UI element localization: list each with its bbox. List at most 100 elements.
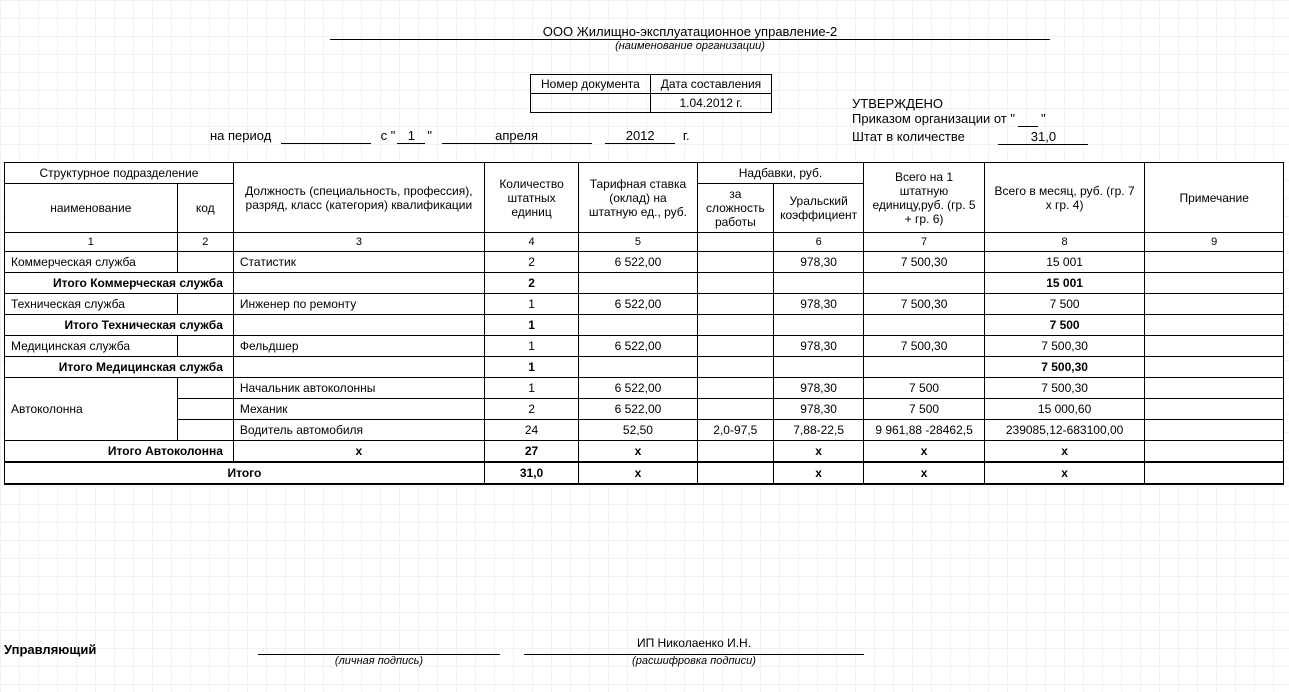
colnum: 1 bbox=[5, 233, 178, 252]
table-row: Итого Коммерческая служба215 001 bbox=[5, 273, 1284, 294]
grand-total-label: Итого bbox=[5, 462, 485, 484]
doc-number-box: Номер документа Дата составления 1.04.20… bbox=[530, 74, 772, 113]
cell-unit: 7 500,30 bbox=[864, 252, 984, 273]
subtotal-label: Итого Техническая служба bbox=[5, 315, 234, 336]
cell-qty: 1 bbox=[484, 378, 578, 399]
cell-note bbox=[1145, 462, 1284, 484]
th-add1: за сложность работы bbox=[697, 184, 773, 233]
colnum: 8 bbox=[984, 233, 1145, 252]
cell-position bbox=[233, 315, 484, 336]
cell-code bbox=[177, 399, 233, 420]
cell-qty: 1 bbox=[484, 315, 578, 336]
cell-add1 bbox=[697, 252, 773, 273]
cell-unit: x bbox=[864, 462, 984, 484]
th-unit: Всего на 1 штатную единицу,руб. (гр. 5 +… bbox=[864, 163, 984, 233]
cell-add1 bbox=[697, 336, 773, 357]
cell-month: 7 500,30 bbox=[984, 357, 1145, 378]
colnum: 5 bbox=[579, 233, 697, 252]
approve-line1-a: Приказом организации от " bbox=[852, 111, 1015, 126]
table-row: Итого Техническая служба 1 7 500 bbox=[5, 315, 1284, 336]
cell-rate bbox=[579, 357, 697, 378]
cell-note bbox=[1145, 336, 1284, 357]
cell-add2: 978,30 bbox=[773, 399, 863, 420]
cell-code bbox=[177, 420, 233, 441]
cell-rate bbox=[579, 273, 697, 294]
cell-add1 bbox=[697, 378, 773, 399]
cell-unit: 7 500,30 bbox=[864, 294, 984, 315]
table-row: Техническая служба Инженер по ремонту16 5… bbox=[5, 294, 1284, 315]
cell-month: 15 001 bbox=[984, 252, 1145, 273]
period-label: на период bbox=[210, 128, 271, 143]
cell-add2: x bbox=[773, 441, 863, 463]
cell-month: 15 001 bbox=[984, 273, 1145, 294]
org-name: ООО Жилищно-эксплуатационное управление-… bbox=[330, 24, 1050, 40]
table-body: Коммерческая службаСтатистик26 522,00978… bbox=[5, 252, 1284, 485]
cell-position: Статистик bbox=[233, 252, 484, 273]
cell-add2 bbox=[773, 273, 863, 294]
table-row: Итого Автоколоннаx27xxxx bbox=[5, 441, 1284, 463]
cell-rate: x bbox=[579, 462, 697, 484]
table-header: Структурное подразделение Должность (спе… bbox=[5, 163, 1284, 252]
cell-qty: 27 bbox=[484, 441, 578, 463]
sign-caption-1: (личная подпись) bbox=[258, 654, 500, 667]
th-struct: Структурное подразделение bbox=[5, 163, 234, 184]
cell-add1 bbox=[697, 441, 773, 463]
th-add2: Уральский коэффициент bbox=[773, 184, 863, 233]
table-row: Водитель автомобиля2452,502,0-97,57,88-2… bbox=[5, 420, 1284, 441]
cell-position: Механик bbox=[233, 399, 484, 420]
th-qty: Количество штатных единиц bbox=[484, 163, 578, 233]
cell-dept-name: Коммерческая служба bbox=[5, 252, 178, 273]
doc-number-value bbox=[531, 94, 651, 113]
cell-month: 15 000,60 bbox=[984, 399, 1145, 420]
cell-position: Инженер по ремонту bbox=[233, 294, 484, 315]
period-year-suffix: г. bbox=[683, 128, 690, 143]
cell-qty: 2 bbox=[484, 399, 578, 420]
cell-unit bbox=[864, 315, 984, 336]
colnum: 9 bbox=[1145, 233, 1284, 252]
cell-position: Фельдшер bbox=[233, 336, 484, 357]
colnum: 6 bbox=[773, 233, 863, 252]
cell-add1 bbox=[697, 273, 773, 294]
cell-month: 7 500,30 bbox=[984, 336, 1145, 357]
approve-line2-a: Штат в количестве bbox=[852, 129, 965, 144]
approve-line1-b: " bbox=[1041, 111, 1046, 126]
approve-block: УТВЕРЖДЕНО Приказом организации от " " Ш… bbox=[852, 96, 1088, 145]
cell-rate: 6 522,00 bbox=[579, 378, 697, 399]
cell-note bbox=[1145, 273, 1284, 294]
cell-unit: 7 500 bbox=[864, 399, 984, 420]
th-note: Примечание bbox=[1145, 163, 1284, 233]
cell-add2: 978,30 bbox=[773, 336, 863, 357]
cell-month: 7 500 bbox=[984, 315, 1145, 336]
cell-qty: 1 bbox=[484, 294, 578, 315]
sign-caption-2: (расшифровка подписи) bbox=[524, 654, 864, 667]
cell-add2: 978,30 bbox=[773, 294, 863, 315]
cell-position: x bbox=[233, 441, 484, 463]
colnum bbox=[697, 233, 773, 252]
cell-note bbox=[1145, 357, 1284, 378]
th-month: Всего в месяц, руб. (гр. 7 х гр. 4) bbox=[984, 163, 1145, 233]
table-row: Итого Медицинская служба17 500,30 bbox=[5, 357, 1284, 378]
colnum: 2 bbox=[177, 233, 233, 252]
cell-unit: 7 500 bbox=[864, 378, 984, 399]
table-row: Механик26 522,00978,307 50015 000,60 bbox=[5, 399, 1284, 420]
cell-rate bbox=[579, 315, 697, 336]
cell-code bbox=[177, 336, 233, 357]
cell-note bbox=[1145, 420, 1284, 441]
cell-add2: 978,30 bbox=[773, 378, 863, 399]
cell-qty: 31,0 bbox=[484, 462, 578, 484]
cell-rate: 6 522,00 bbox=[579, 294, 697, 315]
period-line: на период с "1" апреля 2012 г. bbox=[210, 128, 690, 144]
sheet: ООО Жилищно-эксплуатационное управление-… bbox=[0, 0, 1289, 52]
cell-code bbox=[177, 252, 233, 273]
doc-number-header: Номер документа bbox=[531, 75, 651, 94]
doc-date-value: 1.04.2012 г. bbox=[650, 94, 771, 113]
cell-dept-name: Техническая служба bbox=[5, 294, 178, 315]
table-row: Медицинская службаФельдшер16 522,00978,3… bbox=[5, 336, 1284, 357]
approve-title: УТВЕРЖДЕНО bbox=[852, 96, 1088, 111]
cell-unit: x bbox=[864, 441, 984, 463]
th-name: наименование bbox=[5, 184, 178, 233]
cell-rate: 6 522,00 bbox=[579, 336, 697, 357]
cell-qty: 2 bbox=[484, 273, 578, 294]
cell-unit: 7 500,30 bbox=[864, 336, 984, 357]
cell-add1 bbox=[697, 315, 773, 336]
